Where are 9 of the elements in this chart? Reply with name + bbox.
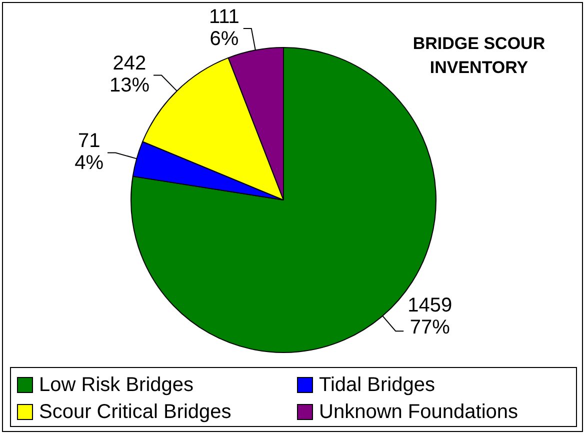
- text: BRIDGE SCOUR INVENTORY: [412, 33, 546, 79]
- legend-label: Scour Critical Bridges: [39, 400, 232, 424]
- legend-label: Low Risk Bridges: [39, 374, 194, 396]
- data-label: 242 13%: [109, 52, 150, 97]
- data-label: 71 4%: [74, 130, 104, 174]
- legend-label: Tidal Bridges: [319, 374, 435, 396]
- data-label: 111 6%: [208, 6, 240, 50]
- data-label: 1459 77%: [408, 294, 452, 339]
- legend-label: Unknown Foundations: [319, 400, 518, 424]
